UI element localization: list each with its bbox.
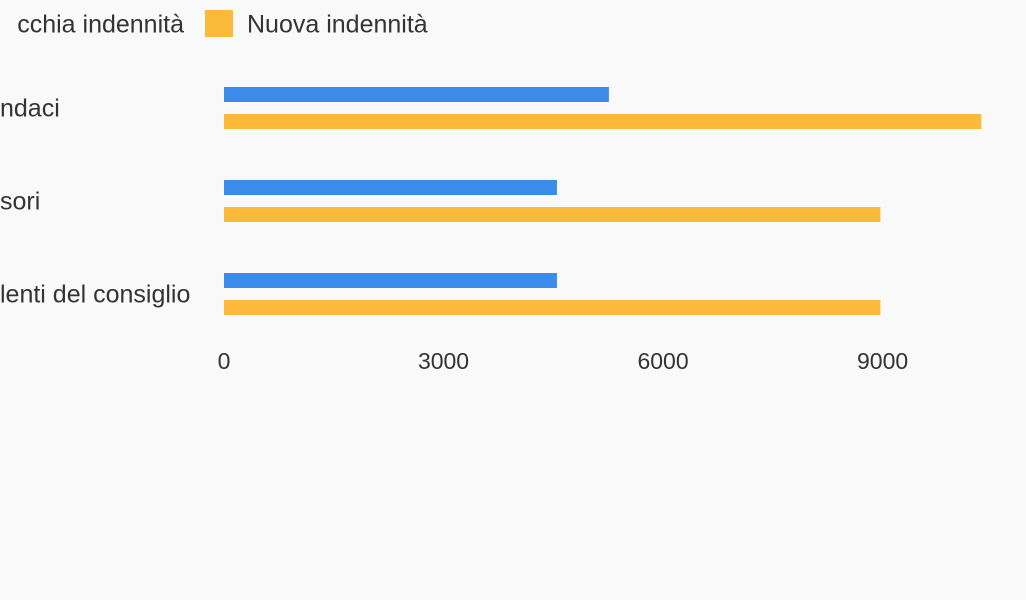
x-tick-label: 0 (218, 348, 231, 374)
legend-swatch (205, 10, 233, 37)
category-label: sori (0, 188, 40, 216)
bar (224, 300, 881, 315)
category-label: ndaci (0, 95, 60, 123)
legend-label: cchia indennità (17, 11, 184, 39)
bar (224, 114, 982, 129)
x-tick-label: 3000 (418, 348, 469, 374)
x-tick-label: 9000 (857, 348, 908, 374)
x-tick-label: 6000 (637, 348, 688, 374)
bar (224, 273, 557, 288)
category-label: lenti del consiglio (0, 281, 190, 309)
bar (224, 87, 609, 102)
bar (224, 180, 557, 195)
legend-label: Nuova indennità (247, 11, 428, 39)
bar (224, 207, 881, 222)
